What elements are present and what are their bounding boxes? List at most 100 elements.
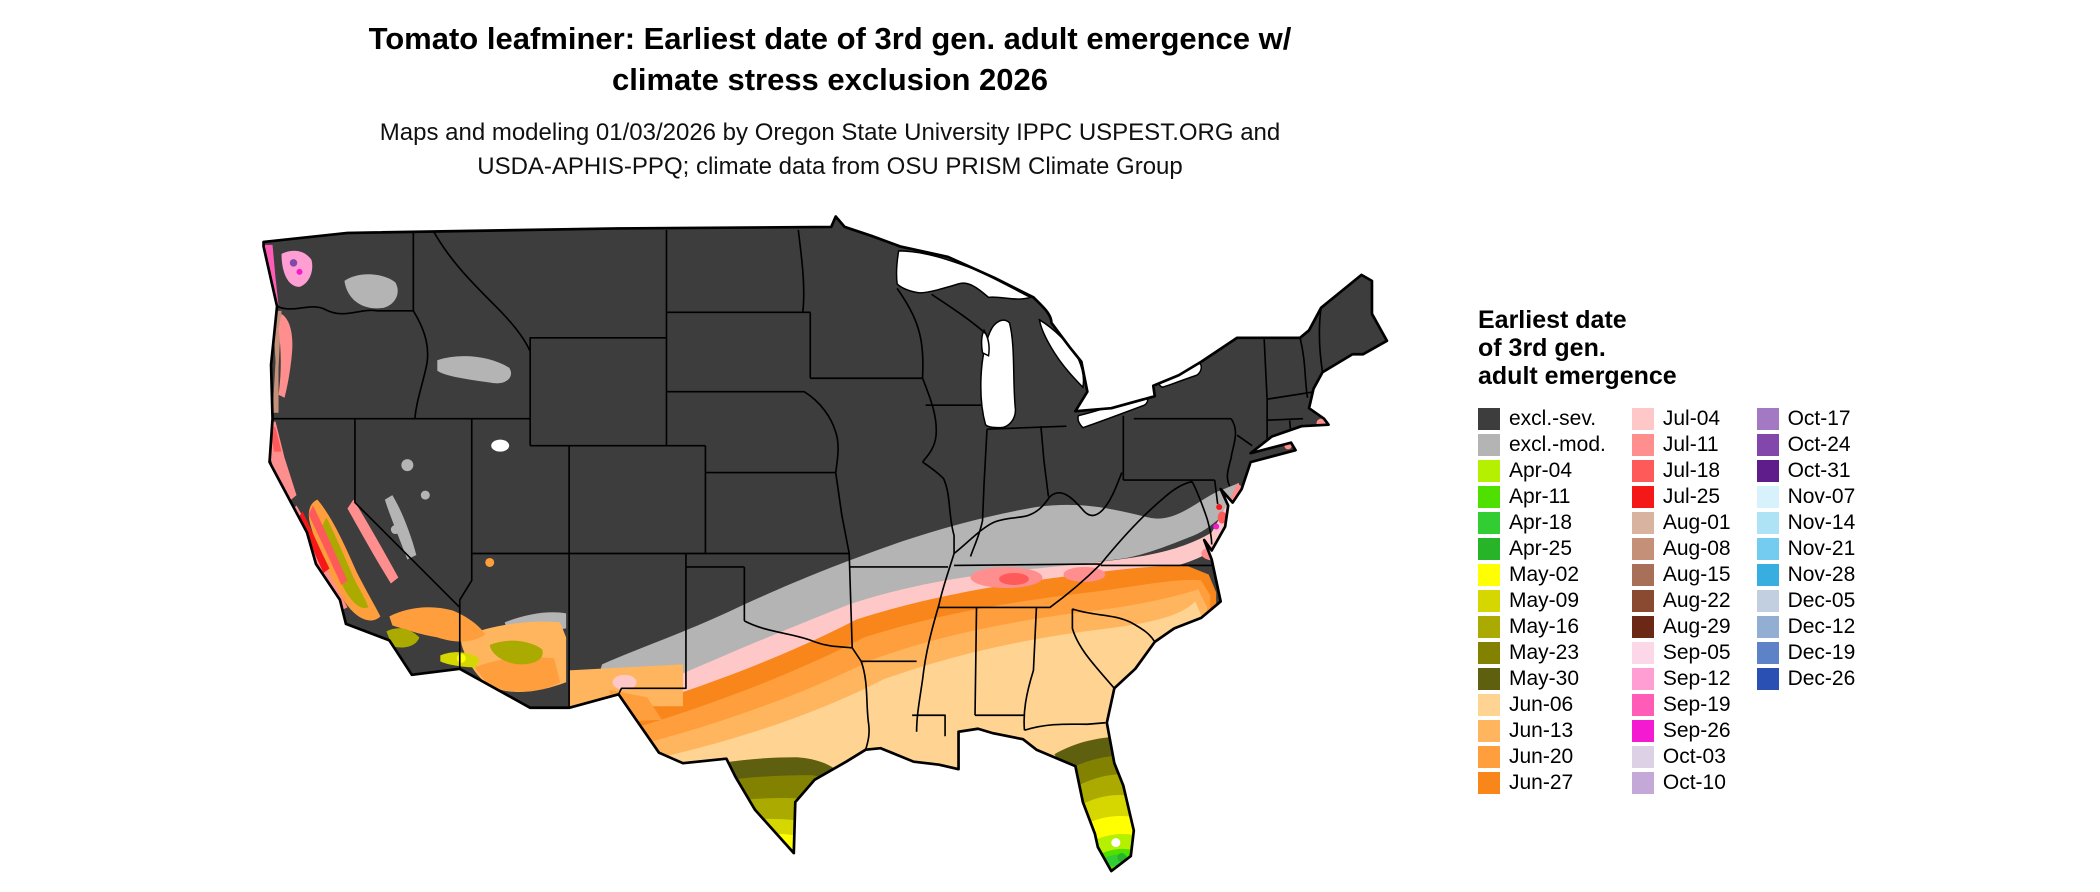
legend-label: May-23: [1509, 641, 1580, 664]
us-map-svg: [262, 215, 1389, 873]
legend-title-line2: of 3rd gen.: [1478, 334, 1606, 362]
legend-swatch: [1631, 668, 1654, 690]
subtitle-line2: USDA-APHIS-PPQ; climate data from OSU PR…: [477, 153, 1183, 180]
legend-row: Aug-01: [1631, 510, 1731, 536]
legend-swatch: [1631, 408, 1654, 430]
legend-label: Jul-04: [1662, 407, 1721, 430]
legend-row: Aug-15: [1631, 562, 1731, 588]
legend-row: Jul-04: [1631, 406, 1731, 432]
legend-label: Sep-12: [1662, 667, 1731, 690]
great-salt-lake: [491, 439, 510, 452]
legend-swatch: [1478, 486, 1500, 508]
legend-swatch: [1631, 772, 1654, 794]
legend-label: excl.-sev.: [1509, 407, 1597, 430]
legend-row: May-09: [1478, 588, 1606, 614]
legend-label: Sep-19: [1662, 693, 1731, 716]
legend-label: Aug-01: [1662, 511, 1731, 534]
legend-row: May-30: [1478, 666, 1606, 692]
legend-swatch: [1631, 694, 1654, 716]
legend-column-3: Oct-17 Oct-24 Oct-31 Nov-07 Nov-14 Nov-21 Nov-…: [1756, 406, 1856, 796]
legend-row: Jun-27: [1478, 770, 1606, 796]
zone-puget: [281, 250, 313, 287]
legend-swatch: [1756, 564, 1779, 586]
page-title-line1: Tomato leafminer: Earliest date of 3rd g…: [368, 21, 1292, 56]
legend-row: Apr-04: [1478, 458, 1606, 484]
legend-swatch: [1631, 590, 1654, 612]
legend-swatch: [1756, 460, 1779, 482]
legend-swatch: [1756, 642, 1779, 664]
legend-label: Dec-05: [1787, 589, 1856, 612]
zone-az-south: [474, 657, 561, 692]
legend-swatch: [1756, 616, 1779, 638]
legend-row: Oct-10: [1631, 770, 1731, 796]
legend-row: Dec-05: [1756, 588, 1856, 614]
legend-swatch: [1631, 434, 1654, 456]
zone-imperial: [456, 653, 466, 663]
legend-row: Oct-03: [1631, 744, 1731, 770]
us-map: [205, 200, 1435, 892]
zone-stgeorge: [485, 557, 495, 567]
legend-row: Aug-29: [1631, 614, 1731, 640]
legend-row: Jun-13: [1478, 718, 1606, 744]
zone-puget-purple: [289, 259, 298, 267]
zone-central-valley-core: [320, 517, 369, 608]
header: Tomato leafminer: Earliest date of 3rd g…: [130, 18, 1530, 184]
legend-row: Oct-24: [1756, 432, 1856, 458]
legend-swatch: [1756, 538, 1779, 560]
legend-row: excl.-sev.: [1478, 406, 1606, 432]
zone-tx-apr04: [751, 851, 803, 872]
lake-okeechobee: [1111, 838, 1121, 848]
legend-row: Sep-19: [1631, 692, 1731, 718]
legend-label: Oct-24: [1787, 433, 1851, 456]
legend-swatch: [1756, 486, 1779, 508]
zone-sierra-foothills: [347, 499, 399, 584]
legend-label: Nov-28: [1787, 563, 1856, 586]
legend-row: Nov-21: [1756, 536, 1855, 562]
legend-column-2: Jul-04 Jul-11 Jul-18 Jul-25 Aug-01 Aug-08 Aug-…: [1631, 406, 1731, 796]
zone-va-coast-red: [1213, 551, 1229, 561]
legend-swatch: [1478, 642, 1500, 664]
zone-va-coast-salmon: [1201, 546, 1232, 561]
legend-label: Oct-17: [1787, 407, 1851, 430]
legend-swatch: [1631, 642, 1654, 664]
legend-swatch: [1631, 564, 1654, 586]
legend-row: Apr-11: [1478, 484, 1606, 510]
zone-phoenix: [489, 640, 543, 665]
legend-label: Aug-22: [1662, 589, 1731, 612]
zone-excl-mod-snake: [437, 356, 512, 384]
zone-norfolk-red: [1223, 554, 1230, 561]
legend-label: Jul-18: [1662, 459, 1721, 482]
legend-swatch: [1756, 434, 1779, 456]
legend-swatch: [1478, 538, 1500, 560]
legend-row: Aug-22: [1631, 588, 1731, 614]
legend-swatch: [1478, 460, 1500, 482]
legend-row: Nov-28: [1756, 562, 1856, 588]
legend-row: Jun-20: [1478, 744, 1606, 770]
zone-delmarva-red: [1217, 511, 1227, 524]
zone-southwest-group: [440, 557, 683, 722]
legend-swatch: [1631, 486, 1654, 508]
legend-swatch: [1756, 668, 1779, 690]
legend-swatch: [1478, 668, 1500, 690]
legend-label: May-30: [1509, 667, 1580, 690]
legend-swatch: [1478, 746, 1500, 768]
legend-row: Sep-26: [1631, 718, 1731, 744]
legend-label: May-16: [1509, 615, 1580, 638]
subtitle: Maps and modeling 01/03/2026 by Oregon S…: [130, 116, 1530, 184]
legend-row: excl.-mod.: [1478, 432, 1606, 458]
zone-valley-west-rim: [308, 505, 348, 585]
legend-column-1: excl.-sev. excl.-mod. Apr-04 Apr-11 Apr-18 Ap…: [1478, 406, 1606, 796]
legend-row: Sep-12: [1631, 666, 1731, 692]
zone-wa-coast-outer: [263, 247, 266, 302]
legend-swatch: [1631, 460, 1654, 482]
state-borders: [272, 229, 1324, 750]
zone-delaware-red: [1216, 504, 1223, 511]
legend-label: excl.-mod.: [1509, 433, 1606, 456]
legend: Earliest date of 3rd gen. adult emergenc…: [1478, 306, 1855, 796]
zone-chesapeake-magenta: [1213, 523, 1220, 530]
legend-row: Oct-31: [1756, 458, 1856, 484]
legend-label: Oct-31: [1787, 459, 1851, 482]
zone-la-basin: [386, 628, 420, 648]
zone-excl-mod-nv1: [401, 459, 414, 472]
